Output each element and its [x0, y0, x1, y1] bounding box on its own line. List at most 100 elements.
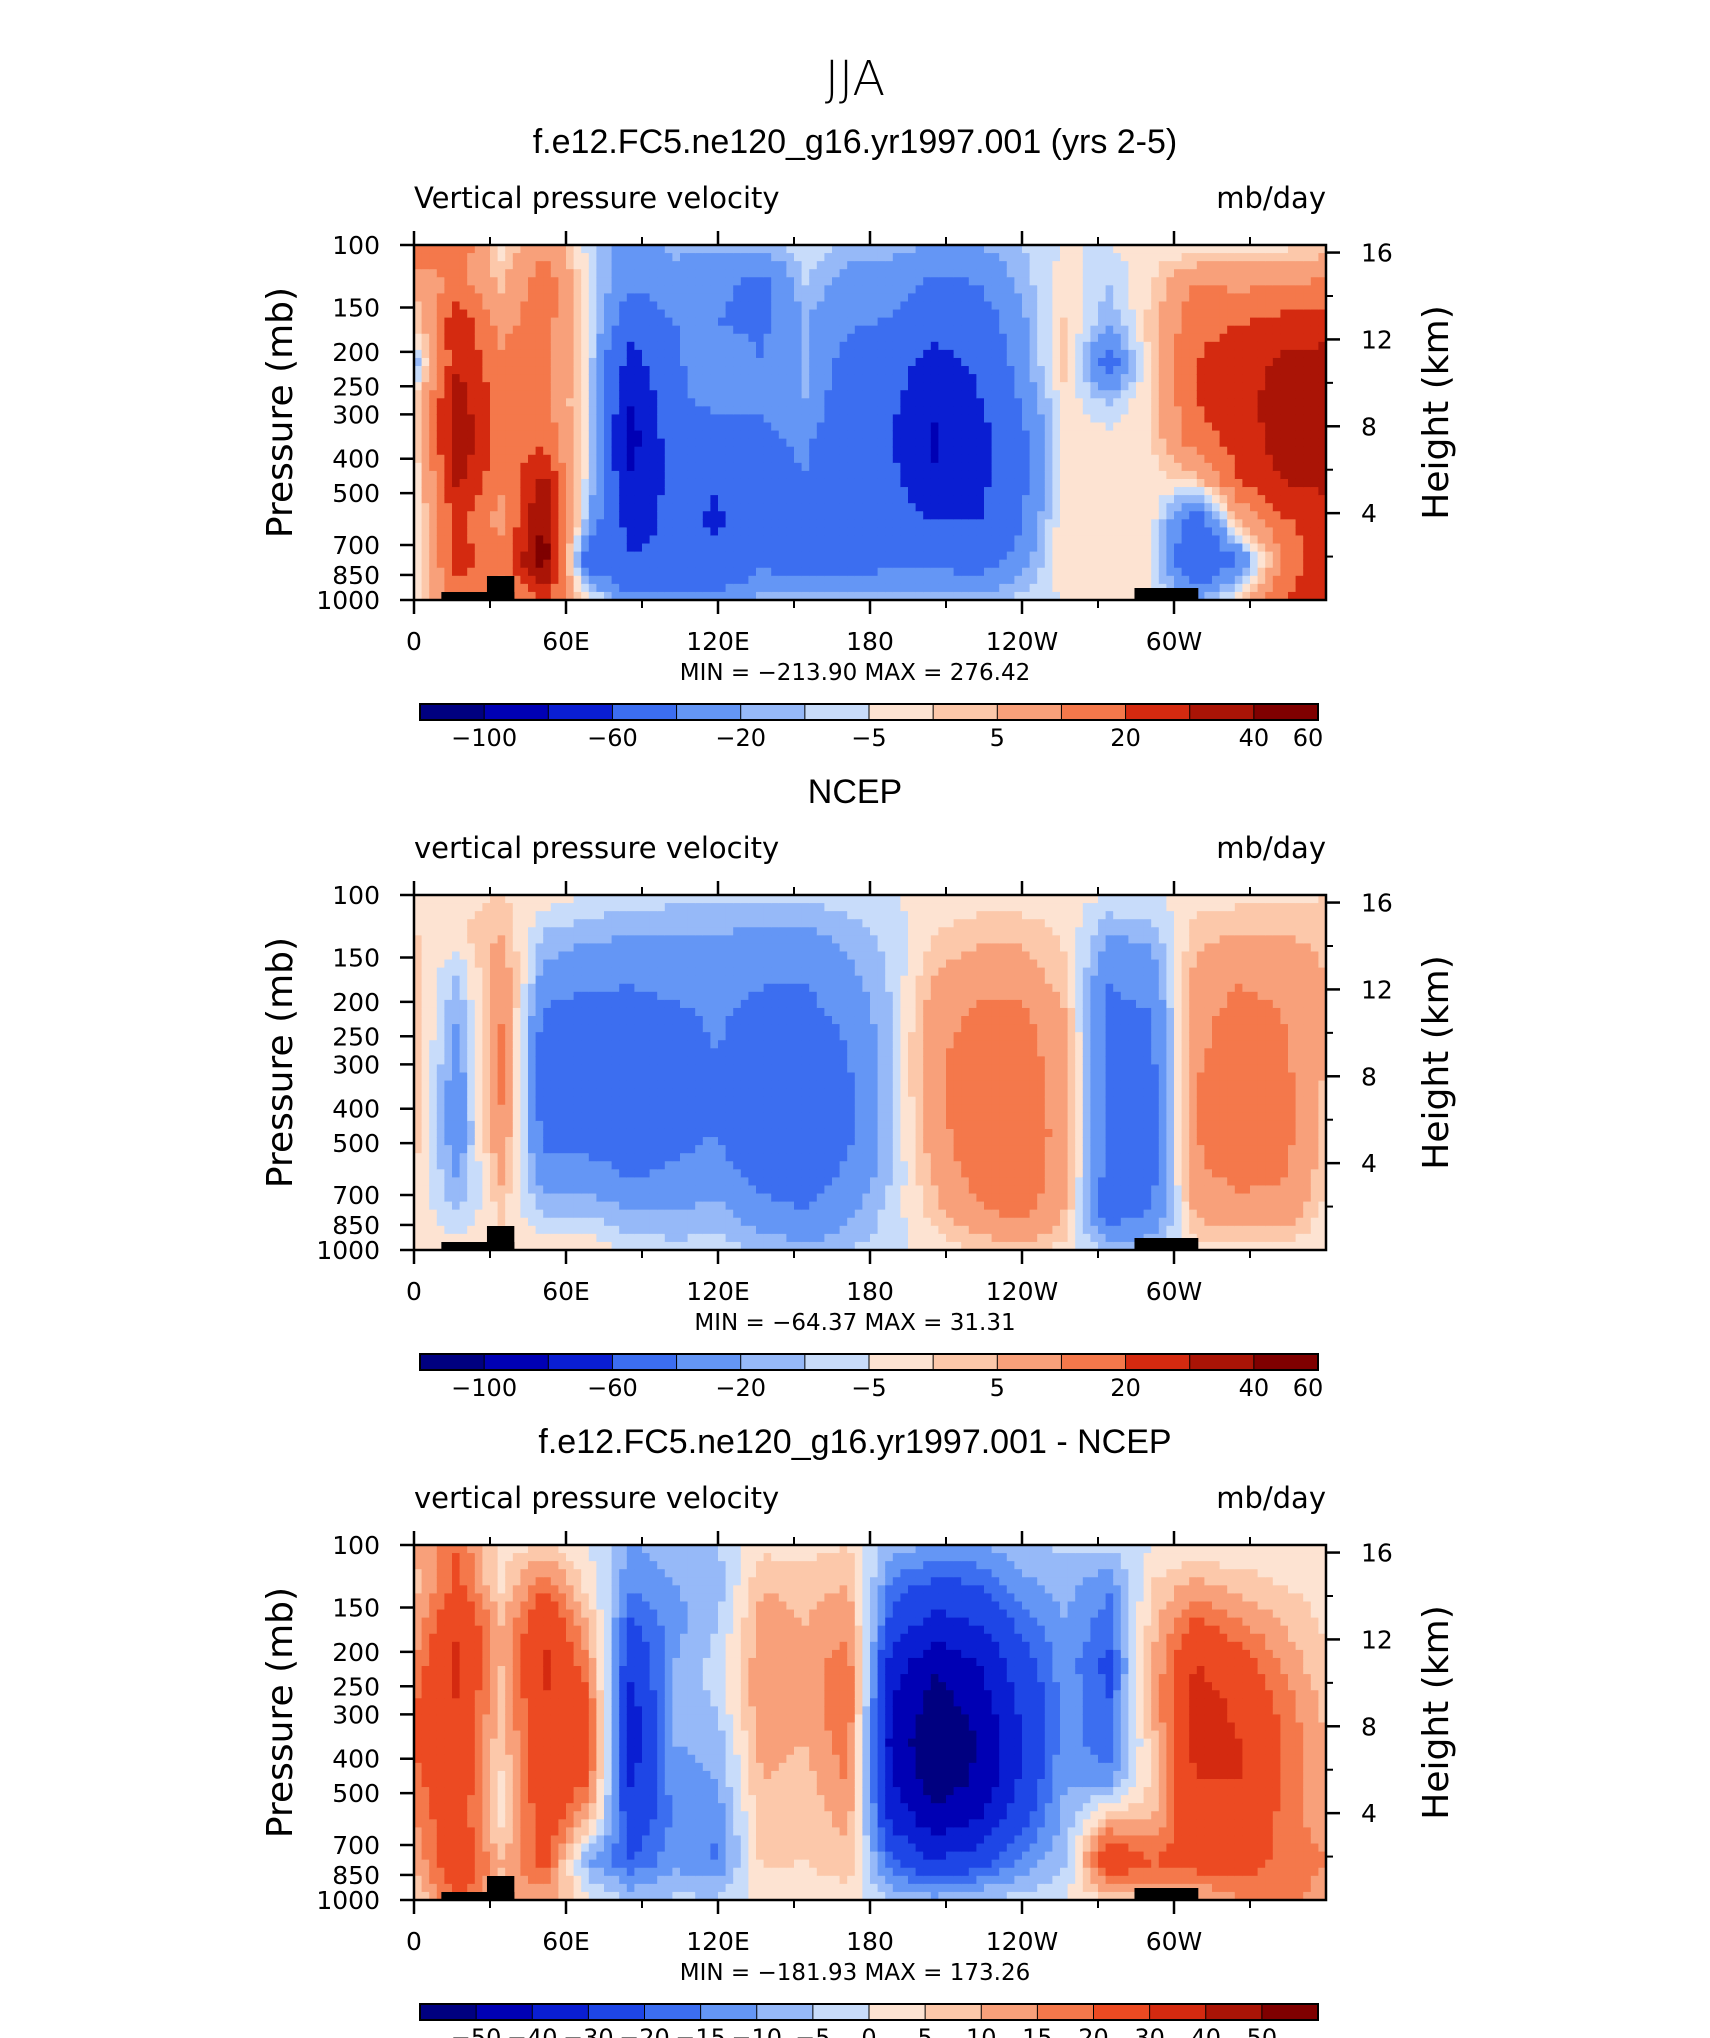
heatmap-cell: [543, 470, 552, 480]
heatmap-cell: [1196, 253, 1205, 262]
heatmap-cell: [885, 390, 894, 399]
heatmap-cell: [1029, 293, 1038, 303]
heatmap-cell: [862, 414, 871, 424]
heatmap-cell: [604, 406, 613, 416]
heatmap-cell: [756, 519, 765, 528]
heatmap-cell: [748, 317, 757, 327]
heatmap-cell: [953, 535, 962, 545]
heatmap-cell: [710, 390, 719, 399]
heatmap-cell: [748, 559, 757, 569]
heatmap-cell: [1242, 357, 1251, 367]
heatmap-cell: [1044, 430, 1053, 440]
heatmap-cell: [991, 454, 1000, 464]
heatmap-cell: [733, 495, 742, 504]
heatmap-cell: [1227, 559, 1236, 569]
heatmap-cell: [649, 462, 658, 472]
heatmap-cell: [740, 454, 749, 464]
heatmap-cell: [847, 446, 856, 456]
heatmap-cell: [680, 470, 689, 480]
heatmap-cell: [1044, 470, 1053, 480]
heatmap-cell: [695, 390, 704, 399]
heatmap-cell: [999, 253, 1008, 262]
heatmap-cell: [436, 422, 445, 432]
heatmap-cell: [1227, 390, 1236, 399]
heatmap-cell: [976, 333, 985, 343]
heatmap-cell: [1181, 382, 1190, 391]
heatmap-cell: [885, 341, 894, 351]
heatmap-cell: [1060, 357, 1069, 367]
heatmap-cell: [535, 438, 544, 448]
heatmap-cell: [771, 317, 780, 327]
heatmap-cell: [436, 438, 445, 448]
heatmap-cell: [816, 285, 825, 295]
heatmap-cell: [1105, 470, 1114, 480]
heatmap-cell: [520, 495, 529, 504]
heatmap-cell: [968, 366, 977, 375]
heatmap-cell: [862, 583, 871, 593]
heatmap-cell: [596, 454, 605, 464]
heatmap-cell: [968, 349, 977, 359]
heatmap-cell: [702, 535, 711, 545]
heatmap-cell: [482, 487, 491, 496]
heatmap-cell: [908, 253, 917, 262]
heatmap-cell: [1196, 470, 1205, 480]
heatmap-cell: [535, 253, 544, 262]
heatmap-cell: [619, 487, 628, 496]
heatmap-cell: [1120, 470, 1129, 480]
heatmap-cell: [482, 527, 491, 537]
heatmap-cell: [1250, 325, 1259, 335]
heatmap-cell: [991, 422, 1000, 432]
heatmap-cell: [1234, 430, 1243, 440]
heatmap-cell: [1022, 325, 1031, 335]
heatmap-cell: [657, 406, 666, 416]
heatmap-cell: [414, 535, 423, 545]
heatmap-cell: [794, 301, 803, 311]
heatmap-cell: [528, 438, 537, 448]
heatmap-cell: [695, 495, 704, 504]
heatmap-cell: [968, 591, 977, 601]
heatmap-cell: [1265, 261, 1274, 270]
heatmap-cell: [672, 454, 681, 464]
heatmap-cell: [946, 325, 955, 335]
heatmap-cell: [1060, 583, 1069, 593]
heatmap-cell: [885, 333, 894, 343]
heatmap-cell: [885, 261, 894, 270]
heatmap-cell: [664, 333, 673, 343]
heatmap-cell: [1075, 382, 1084, 391]
heatmap-cell: [1196, 398, 1205, 407]
heatmap-cell: [444, 551, 453, 561]
heatmap-cell: [794, 487, 803, 496]
heatmap-cell: [1006, 269, 1015, 278]
heatmap-cell: [1189, 487, 1198, 496]
heatmap-cell: [1219, 269, 1228, 278]
heatmap-cell: [1060, 333, 1069, 343]
heatmap-cell: [771, 591, 780, 601]
heatmap-cell: [1006, 261, 1015, 270]
heatmap-cell: [1022, 567, 1031, 577]
heatmap-cell: [1105, 414, 1114, 424]
heatmap-cell: [1067, 575, 1076, 585]
heatmap-cell: [573, 390, 582, 399]
heatmap-cell: [1120, 341, 1129, 351]
heatmap-cell: [581, 414, 590, 424]
heatmap-cell: [619, 527, 628, 537]
heatmap-cell: [535, 309, 544, 319]
heatmap-cell: [421, 543, 430, 553]
heatmap-cell: [756, 583, 765, 593]
heatmap-cell: [1174, 245, 1183, 254]
heatmap-cell: [649, 333, 658, 343]
heatmap-cell: [961, 253, 970, 262]
heatmap-cell: [1060, 503, 1069, 512]
heatmap-cell: [847, 253, 856, 262]
heatmap-cell: [1128, 478, 1137, 488]
heatmap-cell: [725, 543, 734, 553]
heatmap-cell: [1174, 454, 1183, 464]
heatmap-cell: [482, 277, 491, 286]
heatmap-cell: [444, 478, 453, 488]
heatmap-cell: [1174, 374, 1183, 383]
heatmap-cell: [581, 398, 590, 407]
heatmap-cell: [816, 503, 825, 512]
heatmap-cell: [657, 559, 666, 569]
heatmap-cell: [505, 454, 514, 464]
heatmap-cell: [847, 575, 856, 585]
